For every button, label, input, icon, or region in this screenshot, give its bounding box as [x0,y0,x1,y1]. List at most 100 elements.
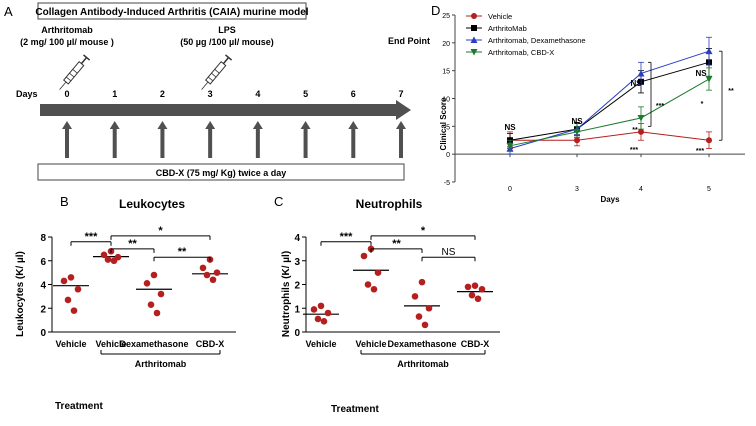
x-category-label: Vehicle [355,339,386,349]
y-tick-label: 20 [442,41,450,48]
up-arrow-head [252,121,263,129]
daily-treatment-arrows [62,121,406,158]
days-xlabel: Days [600,195,620,204]
significance-label: NS [442,247,456,258]
up-arrow [348,121,359,158]
day-tick-label: 0 [64,89,69,99]
data-point [64,296,72,304]
data-point [104,256,112,263]
significance-label: ** [728,88,734,95]
marker-triangle-down [705,76,713,83]
panel-d: D Clinical Score Days -5 0 5 10 15 20 25 0 3 4 5 NS… [431,3,745,204]
significance-label: * [701,101,704,108]
x-category-label: CBD-X [461,339,490,349]
marker-triangle-up [705,47,713,55]
injection1-name: Arthritomab [41,25,93,35]
panel-b-letter: B [60,194,69,209]
series [506,67,713,152]
y-tick-label: 4 [40,281,46,292]
series-line [509,61,710,141]
injection2-name: LPS [218,25,236,35]
y-tick-label: 1 [294,304,300,315]
day-tick-label: 3 [208,89,213,99]
data-point [478,285,486,293]
y-tick-label: 5 [446,124,450,131]
x-tick-label: 0 [508,186,512,193]
panel-c-letter: C [274,194,283,209]
syringe-icon [201,54,233,90]
up-arrow [109,121,120,158]
day-tick-label: 5 [303,89,308,99]
panel-a: A Collagen Antibody-Induced Arthritis (C… [4,2,430,181]
data-point [411,293,419,300]
legend-label: ArthritoMab [488,24,527,33]
y-tick-label: -5 [444,180,450,187]
y-tick-label: 15 [442,69,450,76]
data-point [209,276,217,284]
x-tick-label: 4 [639,186,643,193]
neutrophils-xlabel: Treatment [331,404,379,415]
clinical-score-legend: Vehicle ArthritoMab Arthritomab, Dexametha… [466,12,586,57]
marker-circle [638,128,644,135]
ns-label: NS [695,69,707,78]
data-point [110,257,118,265]
significance-label: *** [340,231,354,243]
marker-triangle-up [470,36,478,43]
marker-triangle-down [573,128,581,136]
day-tick-label: 6 [351,89,356,99]
treatment-box [37,163,405,181]
data-point [74,285,82,293]
up-arrow [62,121,72,158]
significance-label: ** [632,127,638,134]
significance-label: * [421,225,426,237]
up-arrow-shaft [303,128,308,158]
up-arrow-head [157,121,168,129]
up-arrow [205,121,216,158]
x-category-label: CBD-X [196,339,225,349]
ns-label: NS [571,117,583,126]
data-point [199,264,207,272]
day-tick-label: 7 [398,89,403,99]
group-label: Arthritomab [135,359,187,369]
data-point [213,269,221,276]
series-line [510,131,710,141]
end-point-label: End Point [388,36,430,46]
data-point [317,302,325,310]
up-arrow-shaft [351,128,356,158]
y-tick-label: 25 [442,13,450,20]
day-tick-label: 1 [112,89,117,99]
day-labels: 0 1 2 3 4 5 6 7 [64,89,403,99]
significance-label: ** [128,238,137,250]
up-arrow-shaft [399,128,403,158]
significance-label: ** [392,238,401,250]
model-title: Collagen Antibody-Induced Arthritis (CAI… [35,7,308,18]
up-arrow-head [62,121,72,129]
y-tick-label: 0 [40,328,46,339]
marker-square [471,25,477,31]
data-point [153,309,161,317]
data-point [60,277,68,285]
timeline-arrow [40,100,411,120]
y-tick-label: 10 [442,97,450,104]
ns-label: NS [630,79,642,88]
day-tick-label: 4 [255,89,260,99]
x-tick-label: 3 [575,186,579,193]
x-category-label: Dexamethasone [387,339,456,349]
y-tick-label: 0 [294,328,300,339]
leukocytes-ylabel: Leukocytes (K/ µl) [15,251,26,337]
series [507,48,712,148]
data-point [157,290,165,298]
data-point [464,283,472,291]
data-point [70,307,78,314]
data-point [320,318,328,325]
significance-label: ** [178,246,187,258]
injection1-dose: (2 mg/ 100 µl/ mouse ) [20,37,114,47]
significance-label: *** [656,103,664,110]
panel-b: B Leukocytes Leukocytes (K/ µl) 0 2 4 6 8 Veh… [15,194,236,412]
data-point [425,304,433,312]
data-point [374,269,382,276]
data-point [421,321,429,329]
data-point [203,271,211,279]
data-point [360,252,368,260]
